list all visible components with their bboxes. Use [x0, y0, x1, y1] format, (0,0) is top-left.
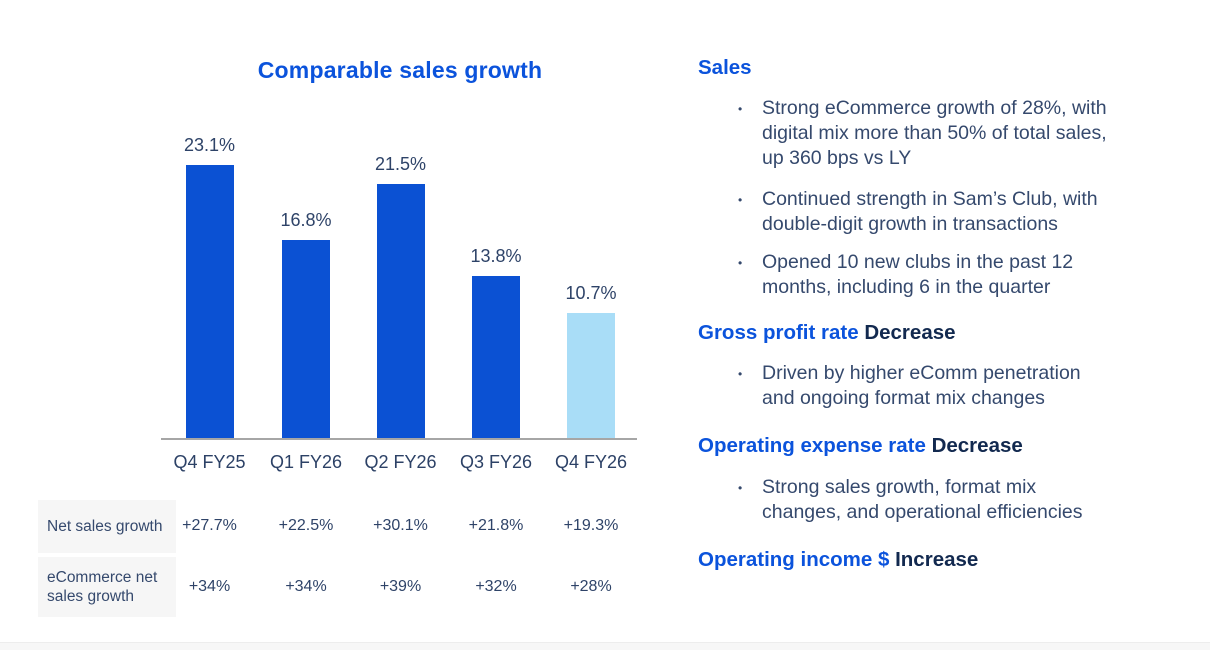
- table-value: +19.3%: [563, 517, 619, 534]
- section-heading-label: Operating expense rate: [698, 434, 926, 457]
- commentary-panel: Sales • Strong eCommerce growth of 28%, wi…: [698, 56, 1176, 572]
- section-heading-operating-income: Operating income $ Increase: [698, 548, 1176, 572]
- bullet-dot-icon: •: [738, 102, 743, 116]
- bar-value-label: 16.8%: [280, 210, 332, 230]
- bar-q4-fy25: [185, 165, 234, 440]
- x-axis-label: Q4 FY25: [173, 452, 246, 472]
- section-status-label: Decrease: [931, 434, 1023, 457]
- bullet-item: • Opened 10 new clubs in the past 12 mont…: [698, 250, 1176, 300]
- bullet-text: Strong eCommerce growth of 28%, with dig…: [762, 97, 1107, 169]
- bar-q4-fy26: [567, 313, 615, 440]
- x-axis-label: Q2 FY26: [364, 452, 437, 472]
- table-value: +39%: [379, 578, 422, 595]
- bar-value-label: 21.5%: [374, 154, 427, 174]
- bar-value-label: 13.8%: [470, 246, 522, 266]
- section-heading-gross-profit-rate: Gross profit rate Decrease: [698, 321, 1176, 345]
- table-value: +27.7%: [182, 517, 237, 534]
- section-heading-label: Operating income $: [698, 548, 890, 571]
- section-heading-label: Sales: [698, 56, 752, 79]
- table-value: +30.1%: [373, 517, 428, 534]
- bullet-item: • Driven by higher eComm penetration and …: [698, 361, 1176, 411]
- bullet-dot-icon: •: [738, 367, 743, 381]
- bullet-item: • Strong sales growth, format mix changes…: [698, 475, 1176, 525]
- section-heading-sales: Sales: [698, 56, 1176, 80]
- bullet-text: Continued strength in Sam’s Club, with d…: [762, 188, 1098, 235]
- table-value: +22.5%: [278, 517, 334, 534]
- section-status-label: Decrease: [864, 321, 956, 344]
- bar-q3-fy26: [472, 276, 520, 440]
- bullet-item: • Continued strength in Sam’s Club, with …: [698, 187, 1176, 237]
- row-label-net-sales-growth: Net sales growth: [38, 500, 176, 553]
- bar-q2-fy26: [376, 184, 425, 440]
- row-label-ecommerce-net-sales-growth: eCommerce net sales growth: [38, 557, 176, 617]
- table-value: +28%: [570, 578, 612, 595]
- bar-q1-fy26: [282, 240, 330, 440]
- table-value: +21.8%: [468, 517, 524, 534]
- bar-value-label: 10.7%: [565, 283, 617, 303]
- section-heading-label: Gross profit rate: [698, 321, 859, 344]
- bullet-dot-icon: •: [738, 256, 743, 270]
- x-axis-label: Q4 FY26: [554, 452, 628, 472]
- chart-title: Comparable sales growth: [257, 57, 543, 83]
- bar-value-label: 23.1%: [183, 135, 236, 155]
- bullet-text: Strong sales growth, format mix changes,…: [762, 476, 1083, 523]
- x-axis-line: [161, 438, 637, 440]
- section-status-label: Increase: [895, 548, 979, 571]
- bullet-dot-icon: •: [738, 193, 743, 207]
- bullet-dot-icon: •: [738, 481, 743, 495]
- bullet-text: Driven by higher eComm penetration and o…: [762, 362, 1081, 409]
- bullet-item: • Strong eCommerce growth of 28%, with di…: [698, 96, 1176, 171]
- table-value: +32%: [475, 578, 517, 595]
- bullet-text: Opened 10 new clubs in the past 12 month…: [762, 251, 1074, 298]
- section-heading-operating-expense-rate: Operating expense rate Decrease: [698, 434, 1176, 458]
- table-value: +34%: [285, 578, 327, 595]
- x-axis-label: Q3 FY26: [459, 452, 533, 472]
- x-axis-label: Q1 FY26: [269, 452, 343, 472]
- footer-strip: [0, 642, 1210, 650]
- table-value: +34%: [188, 578, 231, 595]
